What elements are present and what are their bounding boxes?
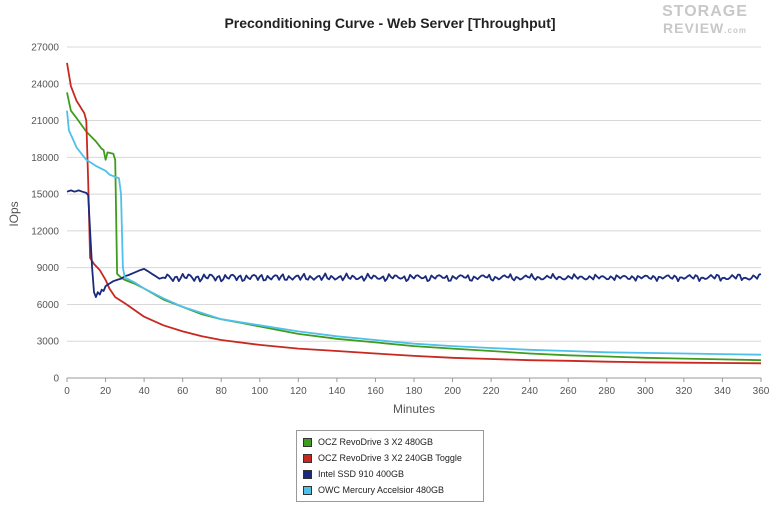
y-tick-label: 15000 xyxy=(31,190,59,201)
legend-item: OWC Mercury Accelsior 480GB xyxy=(303,482,477,498)
series-line-1 xyxy=(66,62,762,365)
x-tick-label: 200 xyxy=(444,386,461,397)
x-tick-label: 0 xyxy=(64,386,70,397)
x-tick-label: 40 xyxy=(139,386,151,397)
x-tick-label: 80 xyxy=(216,386,228,397)
y-tick-label: 18000 xyxy=(31,153,59,164)
x-tick-label: 120 xyxy=(290,386,307,397)
y-tick-label: 3000 xyxy=(37,337,60,348)
logo-line2: REVIEW.com xyxy=(640,20,770,39)
legend-item: Intel SSD 910 400GB xyxy=(303,466,477,482)
chart-legend: OCZ RevoDrive 3 X2 480GB OCZ RevoDrive 3… xyxy=(296,430,484,502)
x-tick-label: 160 xyxy=(367,386,384,397)
series-lines xyxy=(66,62,762,365)
legend-label: Intel SSD 910 400GB xyxy=(318,469,405,479)
x-tick-label: 20 xyxy=(100,386,112,397)
storagereview-logo: STORAGE REVIEW.com xyxy=(640,4,770,40)
x-tick-label: 60 xyxy=(177,386,189,397)
y-tick-label: 21000 xyxy=(31,116,59,127)
y-tick-label: 12000 xyxy=(31,226,59,237)
x-tick-label: 140 xyxy=(329,386,346,397)
x-tick-label: 260 xyxy=(560,386,577,397)
legend-item: OCZ RevoDrive 3 X2 480GB xyxy=(303,434,477,450)
x-tick-label: 180 xyxy=(406,386,423,397)
x-tick-label: 240 xyxy=(521,386,538,397)
legend-swatch xyxy=(303,485,312,495)
series-line-0 xyxy=(66,92,762,362)
legend-swatch xyxy=(303,469,312,479)
legend-label: OWC Mercury Accelsior 480GB xyxy=(318,485,445,495)
x-tick-label: 280 xyxy=(598,386,615,397)
x-tick-label: 300 xyxy=(637,386,654,397)
legend-label: OCZ RevoDrive 3 X2 480GB xyxy=(318,437,434,447)
x-tick-label: 320 xyxy=(676,386,693,397)
x-tick-label: 220 xyxy=(483,386,500,397)
series-line-2 xyxy=(66,189,762,299)
y-tick-label: 27000 xyxy=(31,43,59,54)
y-tick-label: 24000 xyxy=(31,79,59,90)
y-tick-label: 9000 xyxy=(37,263,60,274)
legend-swatch xyxy=(303,437,312,447)
legend-item: OCZ RevoDrive 3 X2 240GB Toggle xyxy=(303,450,477,466)
x-tick-label: 340 xyxy=(714,386,731,397)
x-tick-label: 360 xyxy=(753,386,770,397)
y-axis-ticks: 0 3000 6000 9000 12000 15000 18000 21000 24000 27… xyxy=(31,43,59,385)
logo-line1: STORAGE xyxy=(662,3,748,20)
x-tick-label: 100 xyxy=(251,386,268,397)
logo-line2-text: REVIEW xyxy=(663,20,725,36)
y-tick-label: 0 xyxy=(53,374,59,385)
x-axis-label: Minutes xyxy=(393,402,435,416)
chart-title: Preconditioning Curve - Web Server [Thro… xyxy=(224,15,555,31)
logo-suffix: .com xyxy=(724,26,747,35)
y-tick-label: 6000 xyxy=(37,300,60,311)
legend-swatch xyxy=(303,453,312,463)
series-line-3 xyxy=(66,110,762,356)
x-axis-ticks: 0 20 40 60 80 100 120 140 160 180 200 220 240 260 280 3… xyxy=(64,378,770,397)
legend-label: OCZ RevoDrive 3 X2 240GB Toggle xyxy=(318,453,462,463)
y-axis-label: IOps xyxy=(7,201,21,226)
